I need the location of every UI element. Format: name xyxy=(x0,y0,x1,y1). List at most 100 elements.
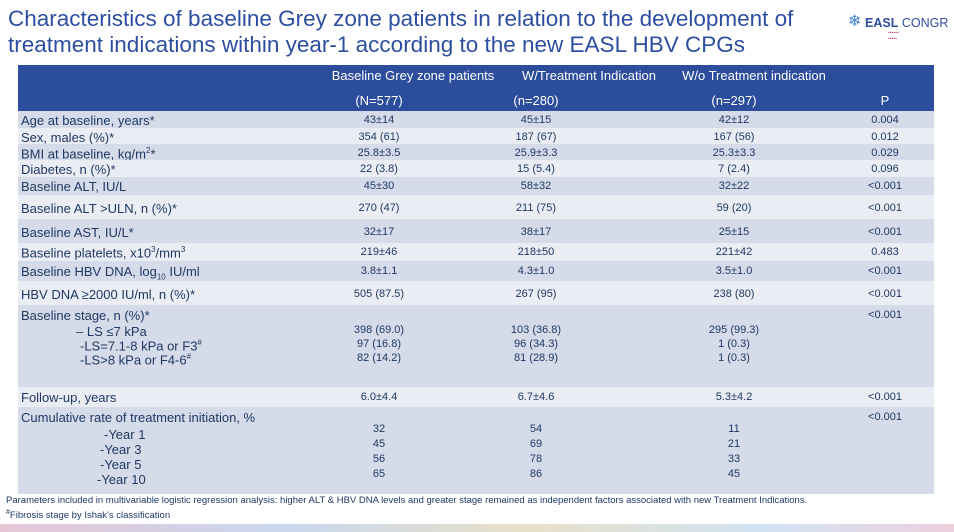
sub-value-col-1: 45 xyxy=(372,438,386,450)
table-row-band xyxy=(18,195,934,219)
sub-row-label: -Year 1 xyxy=(104,427,145,442)
footnote-fibrosis: #Fibrosis stage by Ishak's classificatio… xyxy=(6,509,170,521)
sub-value-col-2: 81 (28.9) xyxy=(513,352,559,364)
value-col-2: 15 (5.4) xyxy=(517,163,555,175)
table-row-band xyxy=(18,219,934,243)
p-value: 0.004 xyxy=(871,114,899,126)
logo-subtext: ▪▪▪▪▪▪ ▪▪▪▪▪ xyxy=(888,30,899,42)
row-label-text: BMI at baseline, kg/m xyxy=(21,146,146,162)
sub-row-label-text: -LS=7.1-8 kPa or F3 xyxy=(80,338,198,354)
header-bottom-3: (n=297) xyxy=(711,93,757,108)
snowflake-icon: ❄ xyxy=(848,13,862,30)
row-label: HBV DNA ≥2000 IU/ml, n (%)* xyxy=(21,287,195,302)
sub-value-col-2: 96 (34.3) xyxy=(513,338,559,350)
sub-value-col-3: 1 (0.3) xyxy=(718,352,750,364)
sub-value-col-1: 82 (14.2) xyxy=(356,352,402,364)
table-row-band xyxy=(18,160,934,177)
table-row-band xyxy=(18,281,934,305)
label-subscript: 10 xyxy=(156,272,166,282)
sub-row-label-text: -Year 3 xyxy=(100,442,142,457)
sub-value-col-3: 295 (99.3) xyxy=(708,324,760,336)
sub-value-col-1: 398 (69.0) xyxy=(353,324,405,336)
value-col-2: 211 (75) xyxy=(515,202,557,214)
row-label: Diabetes, n (%)* xyxy=(21,162,116,177)
sub-row-label-text: -Year 1 xyxy=(104,427,146,442)
p-value: <0.001 xyxy=(868,288,902,300)
value-col-3: 5.3±4.2 xyxy=(715,391,753,403)
p-value: <0.001 xyxy=(868,180,902,192)
row-label: Baseline AST, IU/L* xyxy=(21,225,134,240)
table-row-band xyxy=(18,387,934,407)
row-label-text: Baseline stage, n (%)* xyxy=(21,308,150,323)
row-label: Follow-up, years xyxy=(21,390,116,405)
sub-row-label-text: -LS>8 kPa or F4-6 xyxy=(80,352,187,368)
sub-value-col-2: 69 xyxy=(529,438,543,450)
label-superscript: 2 xyxy=(146,146,151,155)
table-row-band xyxy=(18,305,934,387)
value-col-1: 32±17 xyxy=(363,226,395,238)
easl-congress-logo: ❄ EASL CONGR ▪▪▪▪▪▪ ▪▪▪▪▪ xyxy=(848,14,948,50)
header-top-1: Baseline Grey zone patients xyxy=(331,68,495,83)
header-top-3: W/o Treatment indication xyxy=(682,68,826,83)
sub-row-label-text: -Year 5 xyxy=(100,457,142,472)
value-col-3: 25.3±3.3 xyxy=(712,147,756,159)
sub-value-col-1: 97 (16.8) xyxy=(356,338,402,350)
label-superscript: # xyxy=(197,338,202,347)
sub-row-label: -Year 5 xyxy=(100,457,141,472)
value-col-1: 45±30 xyxy=(363,180,395,192)
sub-value-col-2: 54 xyxy=(529,423,543,435)
table-row-band xyxy=(18,261,934,281)
value-col-1: 354 (61) xyxy=(358,131,400,143)
header-bottom-4: P xyxy=(880,93,890,108)
sub-value-col-3: 33 xyxy=(727,453,741,465)
label-suffix: /mm xyxy=(155,245,181,261)
value-col-1: 3.8±1.1 xyxy=(360,265,398,277)
sub-value-col-1: 56 xyxy=(372,453,386,465)
sub-row-label: -Year 3 xyxy=(100,442,141,457)
row-label: Baseline ALT >ULN, n (%)* xyxy=(21,201,177,216)
p-value: <0.001 xyxy=(868,309,902,321)
row-label: Age at baseline, years* xyxy=(21,113,155,128)
value-col-1: 43±14 xyxy=(363,114,395,126)
p-value: <0.001 xyxy=(868,202,902,214)
footnote-fibrosis-text: Fibrosis stage by Ishak's classification xyxy=(9,510,171,522)
row-label-text: Baseline AST, IU/L* xyxy=(21,225,134,240)
p-value: 0.029 xyxy=(871,147,899,159)
sub-value-col-3: 21 xyxy=(727,438,741,450)
sub-value-col-3: 45 xyxy=(727,468,741,480)
label-suffix: * xyxy=(150,146,156,162)
value-col-3: 221±42 xyxy=(715,246,753,258)
value-col-3: 32±22 xyxy=(718,180,750,192)
sub-value-col-3: 11 xyxy=(728,423,740,435)
value-col-1: 6.0±4.4 xyxy=(360,391,398,403)
row-label-text: Diabetes, n (%)* xyxy=(21,162,116,177)
sub-row-label-text: -Year 10 xyxy=(97,472,146,487)
row-label: Baseline HBV DNA, log10 IU/ml xyxy=(21,264,200,282)
p-value: 0.096 xyxy=(871,163,899,175)
row-label: Baseline platelets, x103/mm3 xyxy=(21,245,185,260)
label-superscript: # xyxy=(186,352,192,361)
p-value: <0.001 xyxy=(868,411,902,423)
value-col-2: 218±50 xyxy=(517,246,555,258)
value-col-2: 58±32 xyxy=(520,180,552,192)
value-col-3: 59 (20) xyxy=(716,202,752,214)
row-label-text: Baseline platelets, x10 xyxy=(21,245,152,261)
bottom-decor-bar xyxy=(0,524,954,532)
value-col-2: 6.7±4.6 xyxy=(517,391,555,403)
table-header-band xyxy=(18,65,934,111)
p-value: <0.001 xyxy=(868,265,902,277)
p-value: 0.012 xyxy=(871,131,899,143)
value-col-1: 270 (47) xyxy=(358,202,400,214)
value-col-1: 22 (3.8) xyxy=(360,163,398,175)
value-col-2: 4.3±1.0 xyxy=(517,265,555,277)
table-row-band xyxy=(18,243,934,261)
row-label-text: Follow-up, years xyxy=(21,390,117,405)
header-bottom-2: (n=280) xyxy=(513,93,559,108)
value-col-3: 7 (2.4) xyxy=(718,163,750,175)
title-line-2: treatment indications within year-1 acco… xyxy=(8,32,746,57)
p-value: 0.483 xyxy=(871,246,899,258)
sub-row-label: -LS=7.1-8 kPa or F3# xyxy=(80,338,202,353)
sub-row-label-text: – LS ≤7 kPa xyxy=(76,324,147,339)
value-col-3: 3.5±1.0 xyxy=(715,265,753,277)
row-label: Baseline stage, n (%)* xyxy=(21,308,150,323)
